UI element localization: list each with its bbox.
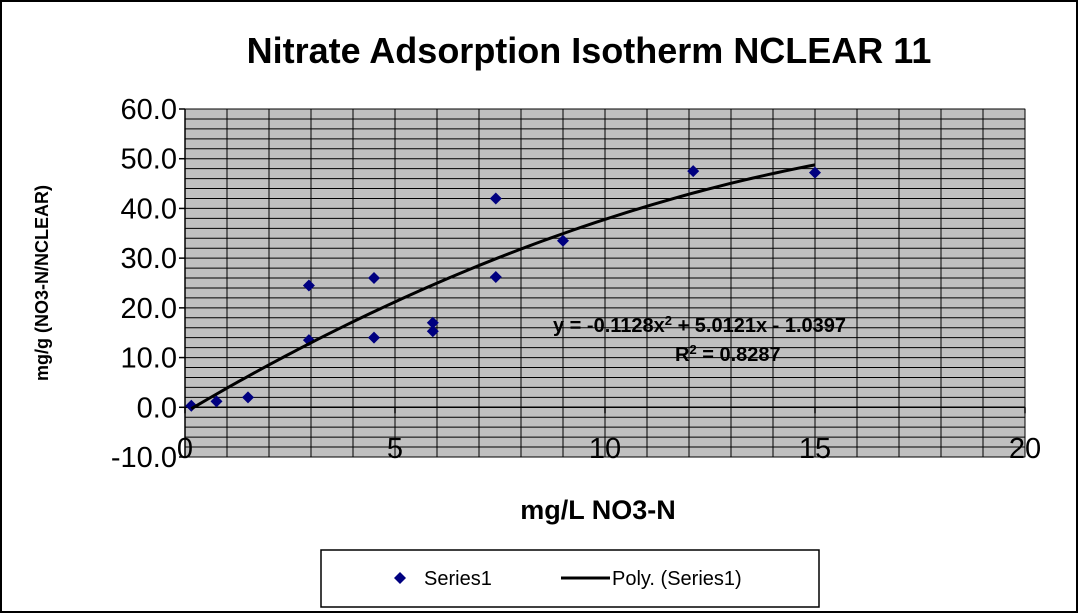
x-tick-label: 15 <box>799 433 831 465</box>
equation-part: + 5.0121x - 1.0397 <box>672 315 846 337</box>
trendline <box>190 163 816 411</box>
data-point <box>368 331 380 344</box>
legend: Series1 Poly. (Series1) <box>320 549 820 608</box>
data-point <box>210 395 223 408</box>
y-tick-label: 60.0 <box>121 94 177 126</box>
y-tick-label: 0.0 <box>137 392 177 424</box>
y-tick-label: 30.0 <box>121 243 177 275</box>
data-point <box>302 279 315 292</box>
y-tick-label: -10.0 <box>111 442 177 474</box>
x-tick-label: 20 <box>1009 433 1041 465</box>
x-tick-label: 5 <box>387 433 403 465</box>
equation-exponent: 2 <box>665 313 672 328</box>
y-tick-label: 10.0 <box>121 343 177 375</box>
data-point <box>489 192 502 205</box>
y-tick-label: 20.0 <box>121 293 177 325</box>
chart-title: Nitrate Adsorption Isotherm NCLEAR 11 <box>247 30 932 71</box>
x-axis-label: mg/L NO3-N <box>520 495 676 525</box>
trendline-r-squared: R2 = 0.8287 <box>675 342 781 367</box>
r-squared-exponent: 2 <box>689 342 696 357</box>
data-point <box>557 234 569 247</box>
x-tick-label: 10 <box>589 433 621 465</box>
data-point <box>809 166 821 179</box>
axes <box>179 108 1026 458</box>
r-squared-part: R <box>675 344 690 366</box>
y-axis-label: mg/g (NO3-N/NCLEAR) <box>32 185 52 381</box>
data-points <box>185 165 821 412</box>
equation-part: y = -0.1128x <box>553 315 665 337</box>
y-tick-labels: -10.0 0.0 10.0 20.0 30.0 40.0 50.0 60.0 <box>111 94 177 474</box>
x-tick-labels: 0 5 10 15 20 <box>177 433 1041 465</box>
plot-area <box>179 108 1026 458</box>
x-tick-label: 0 <box>177 433 193 465</box>
y-tick-label: 50.0 <box>121 144 177 176</box>
data-point <box>687 165 700 178</box>
data-point <box>242 391 254 404</box>
r-squared-part: = 0.8287 <box>697 344 781 366</box>
data-point <box>426 325 439 338</box>
data-point <box>489 271 502 284</box>
y-tick-label: 40.0 <box>121 193 177 225</box>
trendline-equation: y = -0.1128x2 + 5.0121x - 1.0397 <box>553 313 846 338</box>
legend-label-series1: Series1 <box>424 568 492 590</box>
data-point <box>368 272 380 285</box>
legend-label-trendline: Poly. (Series1) <box>612 568 742 590</box>
data-point <box>426 316 439 329</box>
legend-marker-series1 <box>394 572 406 584</box>
data-point <box>185 399 198 412</box>
